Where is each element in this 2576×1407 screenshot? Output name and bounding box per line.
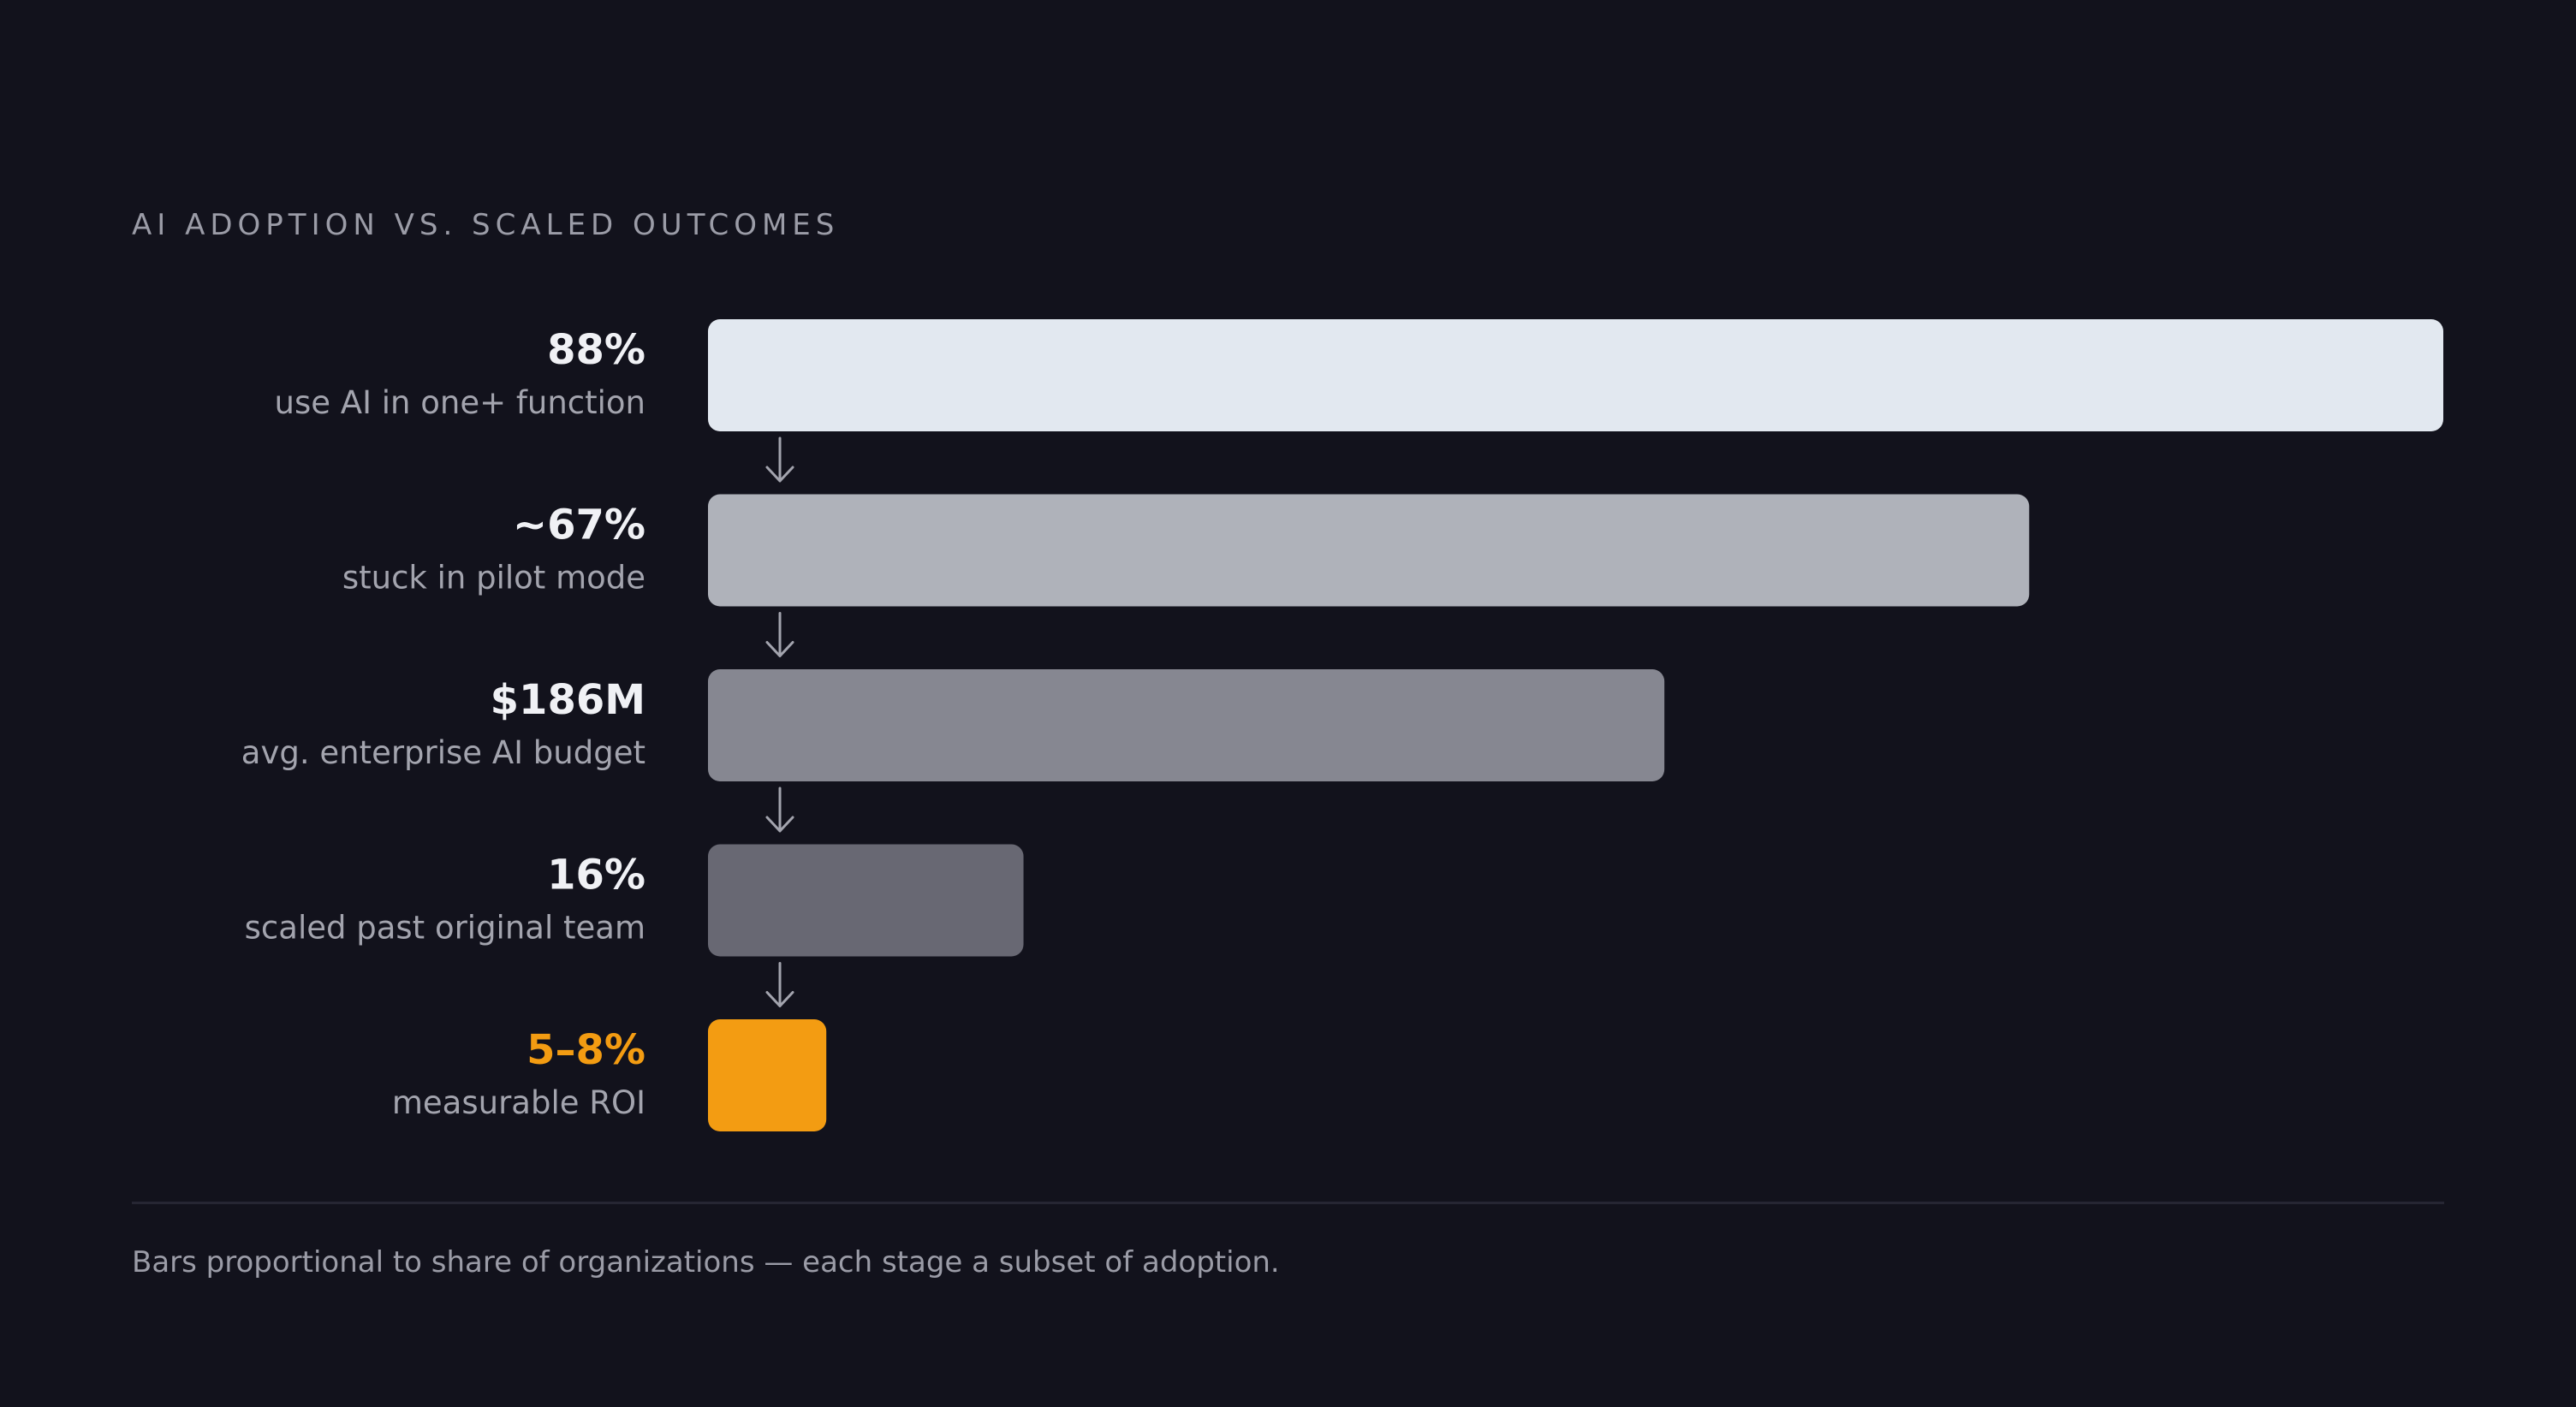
bar-3-value-label: $186M <box>491 676 645 724</box>
down-arrow-icon <box>765 436 794 483</box>
bar-5 <box>708 1019 827 1131</box>
bar-3 <box>708 669 1665 781</box>
bar-5-category-label: measurable ROI <box>392 1084 645 1121</box>
down-arrow-icon <box>765 962 794 1007</box>
bar-1-category-label: use AI in one+ function <box>275 384 646 421</box>
chart-footnote: Bars proportional to share of organizati… <box>132 1245 1280 1279</box>
bar-3-category-label: avg. enterprise AI budget <box>241 734 645 771</box>
bar-2 <box>708 494 2030 607</box>
bar-2-category-label: stuck in pilot mode <box>342 560 645 597</box>
bar-4-category-label: scaled past original team <box>245 910 645 947</box>
bar-2-value-label: ~67% <box>513 502 645 549</box>
bar-1 <box>708 319 2443 431</box>
down-arrow-icon <box>765 612 794 657</box>
chart-title: AI ADOPTION VS. SCALED OUTCOMES <box>132 208 840 242</box>
bar-4 <box>708 844 1024 957</box>
down-arrow-icon <box>765 787 794 833</box>
bar-4-value-label: 16% <box>547 852 645 899</box>
bar-1-value-label: 88% <box>547 326 645 374</box>
footnote-divider <box>132 1202 2444 1204</box>
bar-5-value-label: 5–8% <box>527 1026 645 1074</box>
funnel-chart: 88% use AI in one+ function ~67% stuck in p… <box>241 319 2443 1131</box>
